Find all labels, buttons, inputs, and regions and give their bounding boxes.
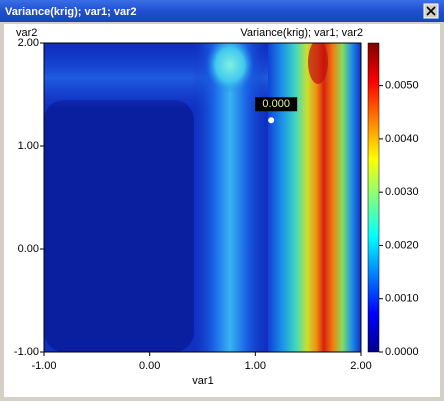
colorbar-tick-label: 0.0040: [385, 133, 419, 145]
x-axis-label: var1: [192, 375, 213, 387]
colorbar-tick-label: 0.0050: [385, 80, 419, 92]
y-tick-label: 0.00: [18, 243, 39, 255]
heatmap: [44, 43, 361, 352]
chart-title: Variance(krig); var1; var2: [240, 27, 363, 39]
field-band: [192, 43, 268, 352]
x-tick-label: 2.00: [350, 360, 371, 372]
colorbar: [367, 42, 380, 353]
y-tick-label: 1.00: [18, 140, 39, 152]
y-tick-label: 2.00: [18, 37, 39, 49]
x-tick-label: 1.00: [245, 360, 266, 372]
field-low: [44, 100, 194, 352]
x-tick-label: 0.00: [139, 360, 160, 372]
y-tick-label: -1.00: [14, 346, 39, 358]
marker: [268, 117, 275, 124]
field-peak: [308, 43, 328, 84]
colorbar-tick-label: 0.0000: [385, 346, 419, 358]
marker-label: 0.000: [262, 98, 290, 110]
x-tick-label: -1.00: [31, 360, 56, 372]
colorbar-tick-label: 0.0010: [385, 293, 419, 305]
window-title: Variance(krig); var1; var2: [5, 6, 136, 18]
field-peak: [206, 43, 254, 93]
field-ridge: [268, 43, 361, 352]
y-axis-label: var2: [16, 27, 37, 39]
colorbar-tick-label: 0.0020: [385, 239, 419, 251]
colorbar-tick-label: 0.0030: [385, 186, 419, 198]
plot-border: [43, 42, 362, 353]
title-bar: [0, 0, 444, 22]
close-icon[interactable]: [426, 6, 436, 16]
close-button[interactable]: [423, 3, 439, 19]
marker-label-box: [255, 97, 298, 112]
